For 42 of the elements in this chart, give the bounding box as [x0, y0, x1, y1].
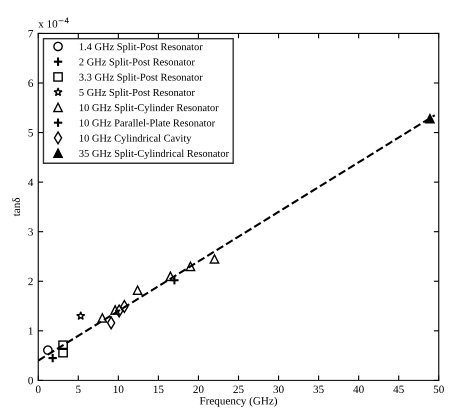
point [425, 114, 435, 124]
legend-label: 10 GHz Parallel-Plate Resonator [80, 119, 216, 126]
legend-label: 1.4 GHz Split-Post Resonator [80, 42, 203, 52]
y-tick-label: 3 [28, 228, 33, 236]
legend-label: 10 GHz Cylindrical Cavity [80, 134, 192, 144]
y-tick-label: 2 [28, 278, 33, 286]
legend-label: 3.3 GHz Split-Post Resonator [79, 73, 203, 83]
x-tick-label: 10 [114, 386, 124, 394]
x-tick-label: 15 [154, 386, 164, 394]
point [210, 254, 220, 264]
point [132, 285, 142, 296]
x-tick-label: 45 [393, 386, 404, 394]
x-axis-title: Frequency (GHz) [200, 396, 278, 407]
point [43, 345, 53, 356]
x-tick-label: 20 [193, 386, 204, 394]
y-tick-label: 4 [28, 178, 34, 186]
text: x 10$^{−4}$ [38, 18, 69, 28]
point [97, 313, 108, 323]
legend-label: 2 GHz Split-Post Resonator [79, 58, 195, 68]
legend-label: 35 GHz Split-Cylindrical Resonator [79, 150, 229, 160]
x-tick-label: 30 [274, 386, 284, 394]
y-tick-label: 7 [28, 30, 34, 38]
y-tick-label: 6 [28, 80, 34, 87]
point [47, 352, 58, 364]
point [58, 348, 68, 358]
x-tick-label: 5 [76, 386, 81, 394]
legend-label: 5 GHz Split-Post Resonator [79, 88, 195, 98]
x-tick-label: 40 [353, 386, 364, 394]
point [186, 262, 196, 272]
x-tick-label: 35 [314, 386, 324, 394]
x-tick-label: 25 [233, 386, 244, 394]
y-axis-title: tanδ [12, 198, 20, 216]
point [166, 271, 176, 282]
point [110, 305, 120, 315]
x-tick-label: 50 [434, 386, 444, 394]
point [76, 311, 86, 320]
y-tick-label: 5 [28, 129, 33, 137]
point [58, 340, 68, 350]
y-tick-label: 0 [28, 376, 33, 384]
legend-label: 10 GHz Split-Cylinder Resonator [80, 104, 219, 114]
y-tick-label: 1 [28, 327, 33, 335]
x-tick-label: 0 [36, 386, 41, 394]
